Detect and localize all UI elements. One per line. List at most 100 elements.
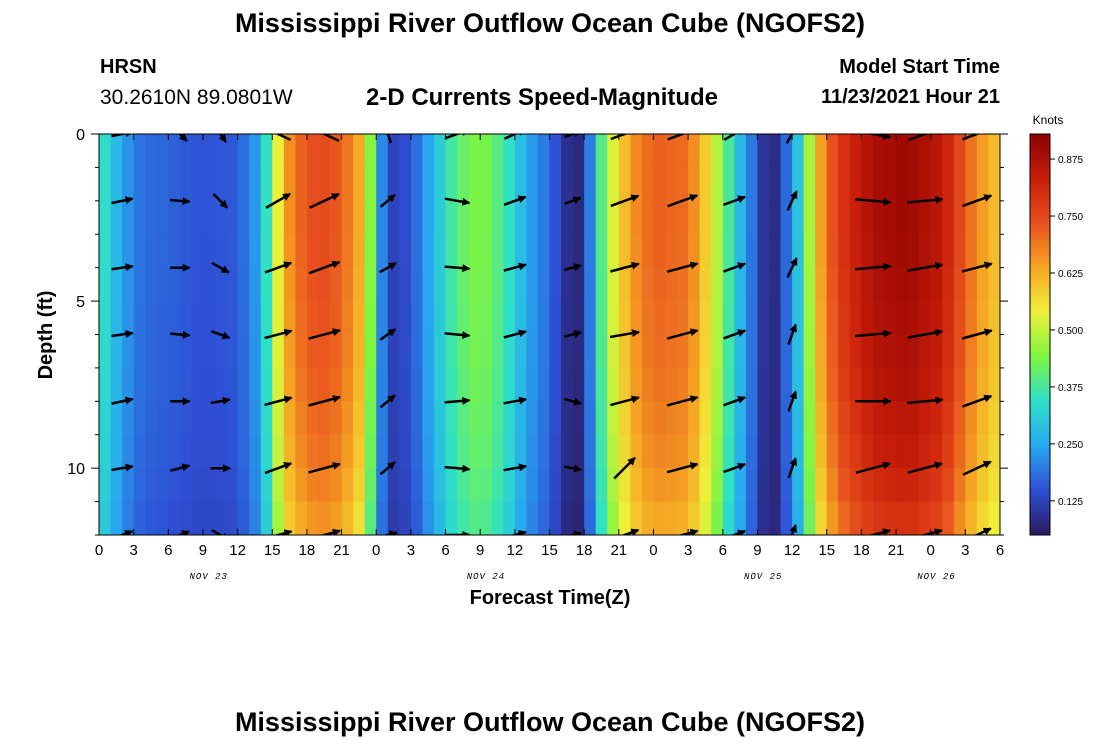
- heatmap-cell: [318, 367, 331, 402]
- heatmap-cell: [896, 200, 909, 235]
- heatmap-cell: [745, 334, 759, 369]
- heatmap-cell: [260, 267, 273, 302]
- heatmap-cell: [792, 334, 805, 369]
- heatmap-cell: [676, 134, 689, 169]
- colorbar-scale: [1029, 133, 1051, 536]
- heatmap-cell: [376, 367, 389, 402]
- heatmap-cell: [976, 200, 990, 235]
- heatmap-cell: [202, 234, 216, 269]
- heatmap-cell: [433, 267, 447, 302]
- heatmap-cell: [330, 468, 343, 503]
- heatmap-cell: [503, 200, 516, 235]
- heatmap-cell: [330, 234, 343, 269]
- heatmap-cell: [745, 200, 759, 235]
- heatmap-cell: [965, 200, 978, 235]
- heatmap-cell: [618, 334, 631, 369]
- heatmap-cell: [272, 267, 285, 302]
- current-vector: [610, 261, 640, 273]
- heatmap-cell: [699, 401, 712, 436]
- heatmap-cell: [734, 200, 747, 235]
- heatmap-cell: [919, 468, 932, 503]
- heatmap-cell: [826, 434, 839, 469]
- heatmap-cell: [168, 468, 181, 503]
- heatmap-cell: [722, 501, 735, 535]
- heatmap-cell: [341, 167, 354, 202]
- heatmap-cell: [838, 234, 851, 269]
- heatmap-cell: [122, 167, 135, 202]
- heatmap-cell: [561, 301, 574, 336]
- heatmap-cell: [722, 267, 735, 302]
- heatmap-cell: [468, 334, 481, 369]
- heatmap-cell: [607, 334, 620, 369]
- current-vector: [666, 261, 699, 273]
- heatmap-cell: [976, 501, 990, 535]
- heatmap-cell: [930, 267, 943, 302]
- heatmap-cell: [965, 334, 978, 369]
- heatmap-cell: [942, 134, 955, 169]
- current-vector: [620, 528, 640, 535]
- heatmap-cell: [803, 234, 816, 269]
- heatmap-cell: [179, 267, 193, 302]
- heatmap-cell: [399, 301, 412, 336]
- heatmap-cell: [468, 234, 481, 269]
- heatmap-cell: [549, 167, 562, 202]
- heatmap-cell: [491, 200, 504, 235]
- heatmap-cell: [815, 501, 828, 535]
- heatmap-cell: [99, 267, 112, 302]
- heatmap-cell: [688, 301, 701, 336]
- heatmap-cell: [768, 167, 782, 202]
- heatmap-cell: [214, 200, 227, 235]
- heatmap-cell: [179, 167, 193, 202]
- heatmap-cell: [457, 267, 470, 302]
- heatmap-cell: [838, 401, 851, 436]
- heatmap-cell: [988, 468, 1000, 503]
- heatmap-cell: [445, 501, 458, 535]
- heatmap-cell: [156, 234, 169, 269]
- heatmap-cell: [699, 200, 712, 235]
- heatmap-cell: [260, 434, 273, 469]
- heatmap-cell: [272, 468, 285, 503]
- heatmap-cell: [676, 434, 689, 469]
- heatmap-cell: [665, 200, 678, 235]
- heatmap-cell: [110, 468, 123, 503]
- heatmap-cell: [422, 367, 435, 402]
- heatmap-cell: [110, 134, 123, 169]
- heatmap-cell: [468, 434, 481, 469]
- station-coordinates: 30.2610N 89.0801W: [100, 86, 293, 109]
- heatmap-cell: [953, 501, 966, 535]
- heatmap-cell: [849, 367, 862, 402]
- heatmap-cell: [226, 367, 239, 402]
- heatmap-cell: [722, 401, 735, 436]
- heatmap-cell: [237, 401, 250, 436]
- heatmap-cell: [537, 200, 551, 235]
- heatmap-cell: [780, 234, 793, 269]
- heatmap-cell: [133, 234, 146, 269]
- heatmap-cell: [607, 468, 620, 503]
- heatmap-cell: [780, 200, 793, 235]
- heatmap-cell: [249, 134, 262, 169]
- heatmap-cell: [838, 200, 851, 235]
- heatmap-cell: [110, 334, 123, 369]
- heatmap-cell: [953, 334, 966, 369]
- heatmap-cell: [711, 367, 724, 402]
- heatmap-cell: [896, 334, 909, 369]
- heatmap-cell: [595, 234, 608, 269]
- heatmap-cell: [249, 367, 262, 402]
- heatmap-cell: [734, 334, 747, 369]
- heatmap-cell: [133, 267, 146, 302]
- heatmap-cell: [630, 134, 643, 169]
- heatmap-cell: [849, 134, 862, 169]
- heatmap-cell: [376, 200, 389, 235]
- heatmap-cell: [653, 200, 666, 235]
- heatmap-cell: [722, 200, 735, 235]
- heatmap-cell: [133, 334, 146, 369]
- heatmap-cell: [745, 501, 759, 535]
- heatmap-cell: [641, 401, 655, 436]
- heatmap-cell: [896, 234, 909, 269]
- heatmap-cell: [283, 401, 296, 436]
- heatmap-cell: [688, 134, 701, 169]
- heatmap-cell: [722, 334, 735, 369]
- heatmap-cell: [480, 301, 493, 336]
- heatmap-cell: [803, 200, 816, 235]
- heatmap-cell: [942, 167, 955, 202]
